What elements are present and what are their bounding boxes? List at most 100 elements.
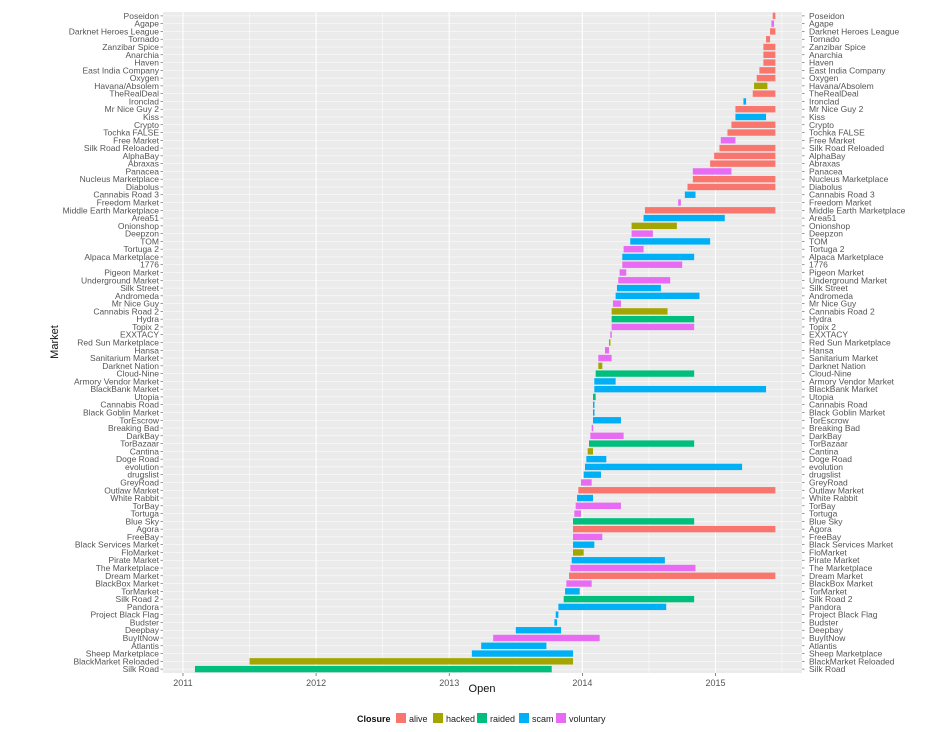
- market-label-left: Black Goblin Market: [83, 407, 160, 417]
- market-label-right: Atlantis: [809, 641, 837, 651]
- market-label-left: evolution: [125, 462, 159, 472]
- bar-market: [763, 43, 776, 51]
- market-label-left: Cannabis Road 2: [93, 306, 159, 316]
- bar-market: [569, 572, 776, 579]
- market-label-left: Silk Road 2: [116, 594, 160, 604]
- market-label-left: Tortuga: [131, 509, 160, 519]
- market-label-right: Onionshop: [809, 221, 850, 231]
- market-label-right: Doge Road: [809, 454, 852, 464]
- bar-market: [692, 168, 732, 175]
- bar-market: [574, 510, 582, 517]
- bar-market: [575, 502, 621, 509]
- market-label-right: Tochka FALSE: [809, 128, 865, 138]
- market-label-left: TorMarket: [121, 586, 159, 596]
- market-label-left: Kiss: [143, 112, 159, 122]
- market-label-right: Red Sun Marketplace: [809, 338, 891, 348]
- market-label-right: Kiss: [809, 112, 825, 122]
- market-label-left: Zanzibar Spice: [102, 42, 159, 52]
- bar-market: [630, 238, 711, 245]
- market-label-right: Sheep Marketplace: [809, 649, 883, 659]
- bar-market: [611, 315, 695, 323]
- market-label-left: Poseidon: [124, 11, 160, 21]
- bar-market: [573, 533, 603, 541]
- market-label-left: The Marketplace: [96, 563, 160, 573]
- market-label-left: DarkBay: [126, 431, 159, 441]
- bar-market: [766, 36, 771, 43]
- market-label-left: Onionshop: [118, 221, 159, 231]
- bar-market: [772, 12, 776, 20]
- market-label-left: East India Company: [82, 65, 159, 75]
- market-label-left: Silk Road Reloaded: [84, 143, 159, 153]
- market-label-right: BlackBank Market: [809, 384, 878, 394]
- bar-market: [592, 401, 595, 408]
- legend-title: Closure: [357, 714, 391, 724]
- market-label-left: BuyItNow: [123, 633, 160, 643]
- market-label-left: Tortuga 2: [124, 244, 160, 254]
- bar-market: [644, 207, 776, 214]
- market-label-left: Atlantis: [131, 641, 159, 651]
- x-axis-title: Open: [469, 683, 496, 695]
- market-label-left: Diabolus: [126, 182, 159, 192]
- market-label-right: Pirate Market: [809, 555, 860, 565]
- bar-market: [752, 90, 776, 97]
- market-label-left: Budster: [130, 617, 159, 627]
- bar-market: [565, 588, 580, 595]
- market-label-right: TorEscrow: [809, 415, 850, 425]
- market-label-right: Blue Sky: [809, 516, 843, 526]
- market-label-right: Diabolus: [809, 182, 842, 192]
- market-label-right: Anarchia: [809, 50, 843, 60]
- market-label-left: Hansa: [134, 345, 159, 355]
- market-label-right: Tornado: [809, 34, 840, 44]
- market-label-right: Cannabis Road 2: [809, 306, 875, 316]
- market-label-left: TorEscrow: [119, 415, 160, 425]
- market-label-right: GreyRoad: [809, 477, 848, 487]
- market-label-right: TheRealDeal: [809, 89, 859, 99]
- legend-swatch: [519, 713, 529, 723]
- market-label-right: Nucleus Marketplace: [809, 174, 889, 184]
- bar-market: [735, 113, 767, 121]
- legend-swatch: [556, 713, 566, 723]
- bar-market: [585, 463, 743, 471]
- bars-group: [194, 12, 776, 673]
- market-label-left: BlackBox Market: [95, 579, 159, 589]
- market-label-right: Area51: [809, 213, 837, 223]
- legend-label: alive: [409, 714, 428, 724]
- market-label-left: Deepzon: [125, 229, 159, 239]
- market-label-left: Darknet Heroes League: [69, 26, 160, 36]
- bar-market: [612, 300, 621, 307]
- market-label-left: Hydra: [136, 314, 159, 324]
- bar-market: [598, 354, 612, 362]
- bar-market: [611, 308, 668, 315]
- bar-market: [581, 479, 592, 486]
- market-label-left: Freedom Market: [97, 198, 160, 208]
- legend-label: raided: [490, 714, 515, 724]
- bar-market: [594, 385, 767, 393]
- bar-market: [590, 432, 624, 440]
- market-label-left: Breaking Bad: [108, 423, 159, 433]
- bar-market: [754, 82, 768, 90]
- market-label-right: Hydra: [809, 314, 832, 324]
- market-label-left: Darknet Nation: [102, 361, 159, 371]
- market-label-left: Area51: [132, 213, 160, 223]
- market-label-right: Outlaw Market: [809, 485, 864, 495]
- bar-market: [558, 603, 667, 611]
- bar-market: [631, 222, 677, 230]
- market-label-right: Dream Market: [809, 571, 863, 581]
- bar-market: [578, 487, 776, 494]
- market-label-left: 1776: [140, 260, 159, 270]
- bar-market: [481, 642, 547, 649]
- market-label-left: Silk Road: [123, 664, 160, 674]
- market-label-right: Topix 2: [809, 322, 836, 332]
- market-label-left: Mr Nice Guy 2: [105, 104, 160, 114]
- market-label-right: BlackMarket Reloaded: [809, 656, 895, 666]
- market-label-right: Pandora: [809, 602, 841, 612]
- bar-market: [615, 292, 700, 300]
- bar-market: [618, 277, 671, 284]
- bar-market: [554, 619, 558, 626]
- market-label-left: TorBazaar: [120, 439, 159, 449]
- bar-market: [619, 269, 627, 276]
- bar-market: [743, 98, 747, 105]
- market-label-right: Tortuga: [809, 509, 838, 519]
- bar-market: [471, 650, 574, 657]
- market-label-left: Utopia: [134, 392, 159, 402]
